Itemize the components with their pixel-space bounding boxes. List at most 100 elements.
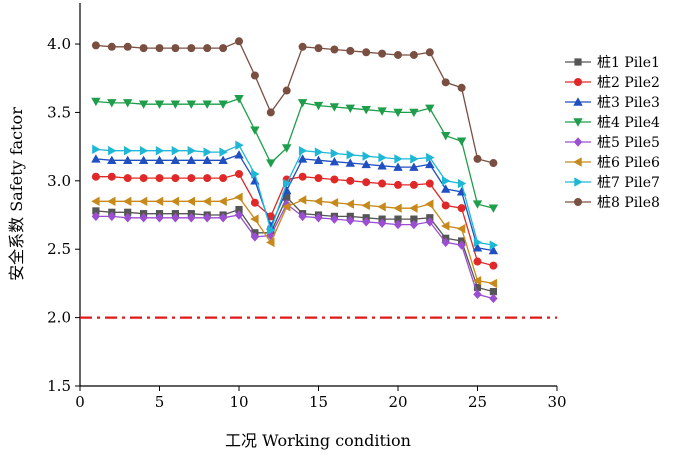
data-point	[123, 155, 133, 165]
data-point	[250, 198, 259, 207]
data-point	[235, 140, 244, 150]
series-line	[95, 97, 494, 209]
data-point	[298, 146, 308, 156]
series-7	[92, 140, 499, 250]
legend-label: 桩7 Pile7	[597, 174, 660, 191]
data-point	[234, 150, 244, 159]
data-point	[139, 213, 148, 223]
data-point	[297, 99, 308, 108]
data-point	[361, 105, 371, 115]
data-point	[409, 203, 418, 213]
data-point	[378, 49, 387, 58]
data-point	[123, 174, 132, 183]
data-point	[362, 178, 371, 187]
data-point	[234, 192, 243, 202]
axes: 0 5 10 15 20 25 30 1.5 2.0 2.5 3.0 3.5 4.0	[47, 35, 566, 411]
y-tick-label: 3.0	[47, 172, 71, 190]
legend-item: 桩7 Pile7	[565, 174, 660, 191]
data-point	[457, 204, 466, 213]
x-tick-label: 10	[229, 393, 248, 411]
data-point	[123, 99, 133, 108]
x-tick-label: 15	[309, 393, 328, 411]
data-point	[251, 169, 260, 179]
data-point	[425, 179, 434, 188]
data-point	[441, 131, 451, 141]
data-point	[425, 104, 435, 114]
data-point	[282, 202, 291, 212]
data-point	[378, 152, 387, 163]
legend-marker	[573, 97, 583, 106]
data-point	[218, 155, 228, 165]
data-point	[170, 155, 181, 165]
series-5	[91, 199, 498, 304]
data-point	[108, 146, 117, 156]
data-point	[123, 196, 132, 207]
x-tick-label: 25	[468, 393, 487, 411]
legend-label: 桩8 Pile8	[597, 194, 660, 211]
data-point	[107, 99, 117, 108]
y-tick-label: 3.5	[47, 103, 71, 121]
data-point	[283, 193, 291, 201]
series-6	[91, 192, 498, 289]
legend: 桩1 Pile1 桩2 Pile2 桩3 Pile3 桩4 Pile4 桩5 Pile5…	[565, 54, 660, 211]
data-point	[267, 225, 276, 235]
legend-marker	[574, 58, 582, 66]
series-4	[91, 95, 499, 213]
data-point	[393, 162, 403, 171]
data-point	[409, 50, 418, 59]
data-point	[457, 83, 466, 92]
data-point	[138, 196, 148, 207]
data-point	[187, 174, 196, 183]
legend-marker	[573, 137, 583, 147]
data-point	[314, 213, 323, 223]
data-point	[346, 150, 355, 160]
x-tick-label: 0	[75, 393, 85, 411]
data-point	[155, 146, 165, 156]
data-point	[123, 213, 132, 223]
data-point	[218, 100, 228, 109]
data-point	[409, 180, 418, 189]
y-tick-label: 4.0	[47, 35, 71, 53]
data-point	[107, 196, 116, 207]
legend-item: 桩6 Pile6	[565, 154, 660, 171]
data-point	[488, 204, 499, 213]
data-point	[124, 146, 133, 156]
data-point	[92, 207, 100, 215]
data-point	[378, 179, 387, 188]
data-point	[362, 48, 371, 57]
data-point	[473, 283, 482, 292]
data-point	[362, 151, 371, 161]
data-point	[139, 44, 148, 53]
data-point	[313, 101, 324, 111]
data-point	[203, 213, 212, 223]
data-point	[426, 152, 435, 163]
data-point	[298, 211, 307, 222]
data-point	[425, 159, 435, 169]
legend-label: 桩4 Pile4	[597, 114, 660, 131]
data-point	[171, 174, 180, 183]
data-point	[155, 44, 164, 53]
data-point	[187, 213, 196, 223]
data-point	[442, 176, 451, 186]
series-3	[91, 150, 499, 255]
legend-marker	[574, 78, 582, 86]
x-tick-label: 30	[547, 393, 566, 411]
y-axis-label: 安全系数 Safety factor	[7, 107, 26, 281]
data-point	[456, 223, 466, 234]
legend-item: 桩2 Pile2	[565, 74, 660, 91]
data-point	[187, 44, 196, 53]
data-point	[234, 95, 244, 104]
data-point	[346, 46, 355, 55]
data-point	[266, 108, 275, 117]
data-point	[441, 184, 451, 193]
data-point	[155, 174, 164, 183]
y-tick-label: 2.5	[47, 240, 71, 258]
data-point	[91, 196, 100, 207]
data-point	[92, 144, 101, 155]
data-point	[457, 240, 466, 250]
data-point	[456, 137, 467, 146]
data-point	[488, 278, 498, 289]
legend-marker	[574, 198, 582, 206]
data-point	[393, 203, 402, 213]
